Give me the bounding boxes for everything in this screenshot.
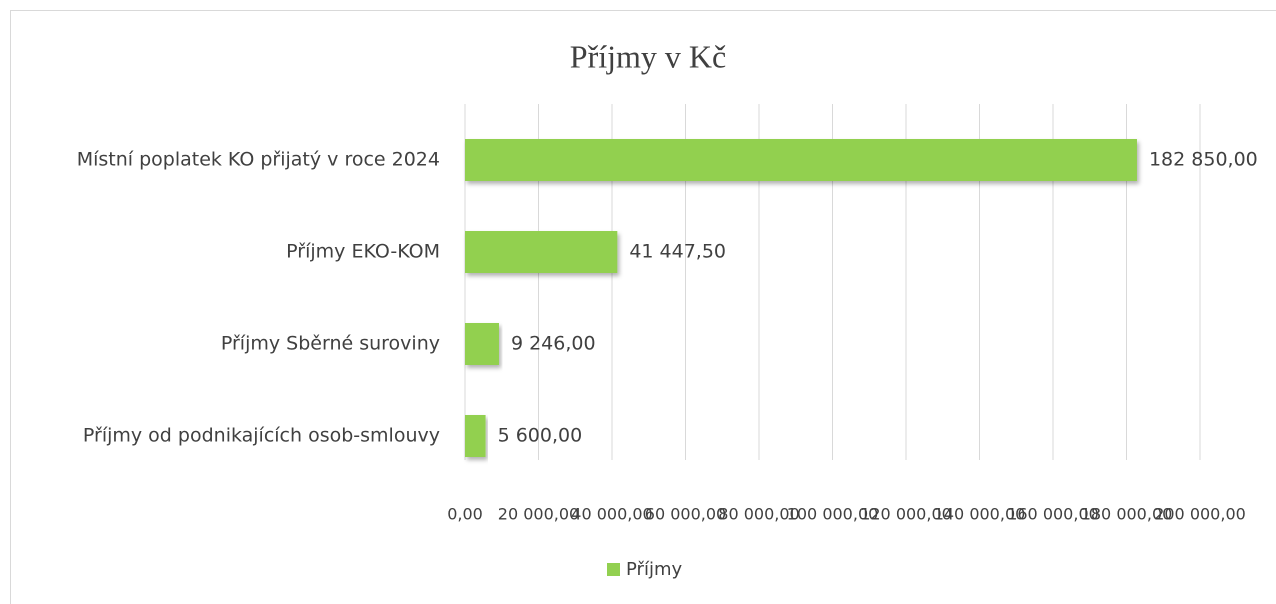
- chart-frame: [10, 10, 1276, 604]
- y-tick-label: Příjmy od podnikajících osob-smlouvy: [83, 425, 440, 447]
- data-label: 182 850,00: [1149, 149, 1258, 171]
- x-tick-label: 60 000,00: [645, 505, 726, 524]
- x-tick-label: 40 000,00: [571, 505, 652, 524]
- x-tick-label: 20 000,00: [498, 505, 579, 524]
- legend-label: Příjmy: [626, 559, 682, 580]
- x-tick-label: 200 000,00: [1154, 505, 1246, 524]
- data-label: 5 600,00: [498, 425, 583, 447]
- y-tick-label: Příjmy EKO-KOM: [286, 241, 440, 263]
- x-tick-label: 100 000,00: [787, 505, 879, 524]
- x-tick-label: 180 000,00: [1081, 505, 1173, 524]
- x-tick-label: 0,00: [447, 505, 483, 524]
- x-tick-label: 140 000,00: [934, 505, 1026, 524]
- x-tick-label: 120 000,00: [860, 505, 952, 524]
- data-label: 9 246,00: [511, 333, 596, 355]
- bar: [465, 231, 618, 273]
- bar: [465, 139, 1137, 181]
- chart-title: Příjmy v Kč: [570, 38, 726, 74]
- bar: [465, 415, 486, 457]
- bar: [465, 323, 499, 365]
- y-tick-label: Příjmy Sběrné suroviny: [221, 333, 440, 355]
- x-tick-label: 160 000,00: [1007, 505, 1099, 524]
- legend-swatch: [607, 563, 620, 576]
- data-label: 41 447,50: [629, 241, 726, 263]
- y-tick-label: Místní poplatek KO přijatý v roce 2024: [77, 149, 440, 171]
- x-tick-label: 80 000,00: [718, 505, 799, 524]
